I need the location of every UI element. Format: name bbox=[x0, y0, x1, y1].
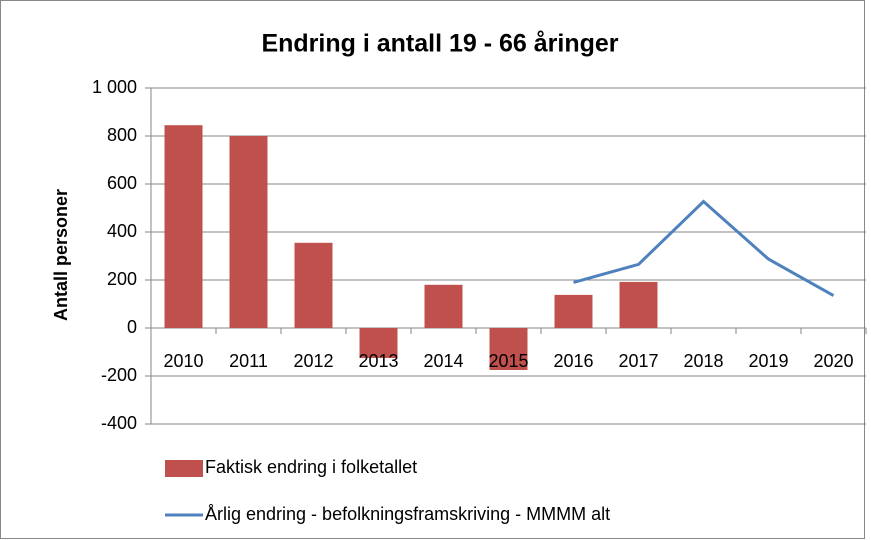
bar bbox=[359, 328, 398, 358]
bar bbox=[294, 242, 333, 328]
y-tick-label: -200 bbox=[101, 365, 137, 385]
line bbox=[573, 199, 835, 297]
x-tick-label: 2018 bbox=[683, 351, 723, 371]
x-tick-label: 2013 bbox=[358, 351, 398, 371]
y-axis-title: Antall personer bbox=[51, 189, 71, 321]
bar bbox=[164, 125, 203, 328]
x-tick-label: 2015 bbox=[488, 351, 528, 371]
x-tick-label: 2017 bbox=[618, 351, 658, 371]
x-tick-label: 2012 bbox=[293, 351, 333, 371]
chart-title: Endring i antall 19 - 66 åringer bbox=[261, 30, 618, 58]
y-tick-label: 0 bbox=[127, 317, 137, 337]
legend-label: Årlig endring - befolkningsframskriving … bbox=[205, 504, 610, 524]
y-tick-label: 1 000 bbox=[92, 77, 137, 97]
y-tick-label: 600 bbox=[107, 173, 137, 193]
x-tick-label: 2020 bbox=[813, 351, 853, 371]
y-tick-label: 200 bbox=[107, 269, 137, 289]
x-tick-label: 2011 bbox=[229, 351, 268, 371]
bar bbox=[424, 284, 463, 328]
y-tick-label: -400 bbox=[101, 413, 137, 433]
x-tick-label: 2014 bbox=[423, 351, 463, 371]
legend-label: Faktisk endring i folketallet bbox=[205, 457, 417, 477]
x-tick-label: 2016 bbox=[553, 351, 593, 371]
x-tick-label: 2019 bbox=[748, 351, 788, 371]
y-tick-label: 400 bbox=[107, 221, 137, 241]
bar bbox=[229, 136, 268, 328]
legend-swatch bbox=[165, 460, 203, 477]
bar bbox=[619, 281, 658, 328]
bar bbox=[554, 294, 593, 328]
x-tick-label: 2010 bbox=[163, 351, 203, 371]
y-tick-label: 800 bbox=[107, 125, 137, 145]
bar bbox=[489, 328, 528, 370]
